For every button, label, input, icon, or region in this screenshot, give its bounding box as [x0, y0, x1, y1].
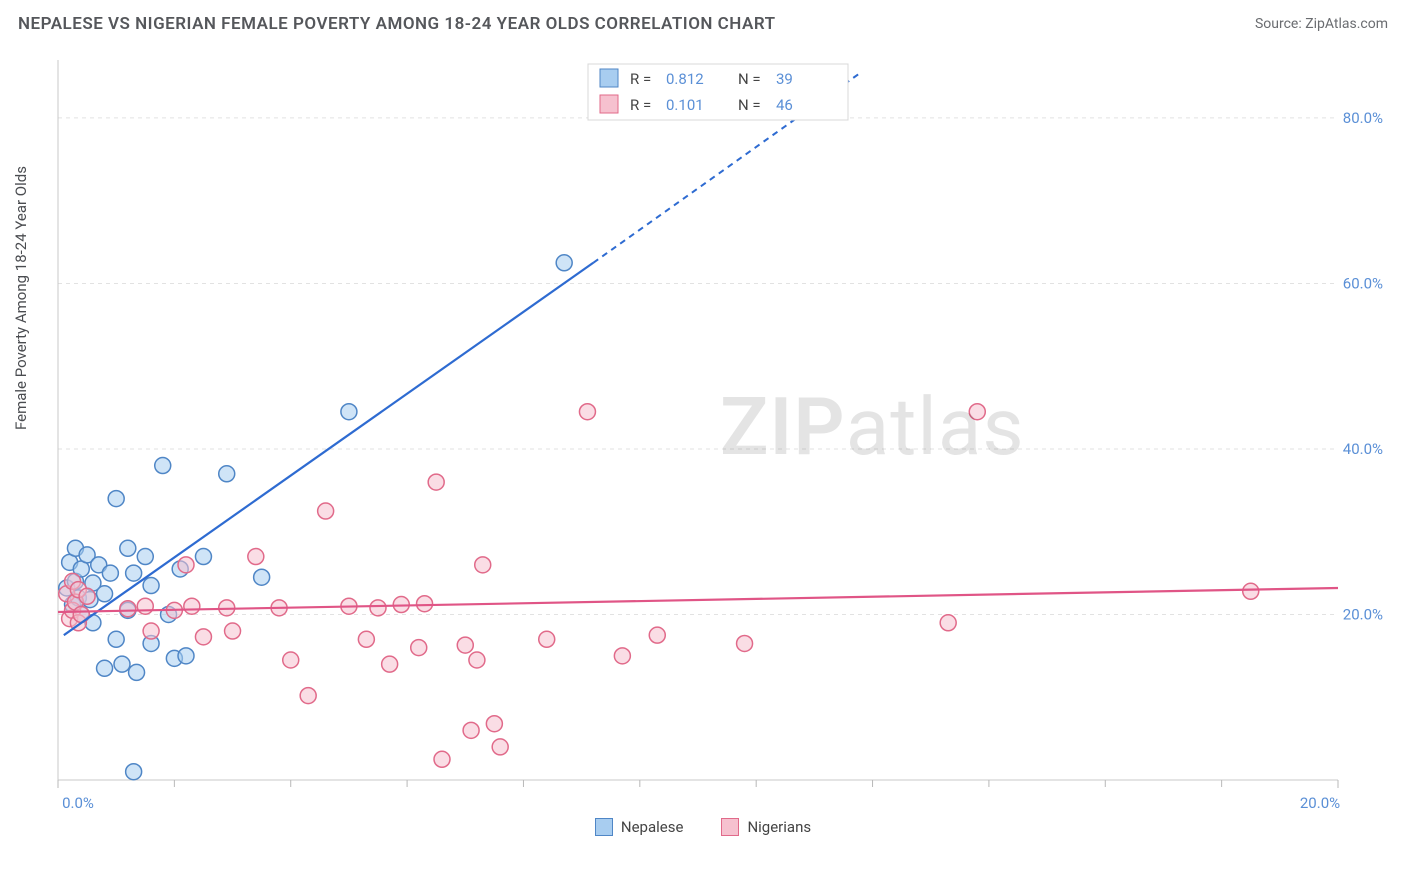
- data-point: [143, 578, 159, 594]
- data-point: [434, 751, 450, 767]
- data-point: [126, 565, 142, 581]
- data-point: [411, 640, 427, 656]
- svg-text:40.0%: 40.0%: [1343, 440, 1383, 458]
- data-point: [318, 503, 334, 519]
- data-point: [469, 652, 485, 668]
- data-point: [463, 722, 479, 738]
- svg-text:60.0%: 60.0%: [1343, 274, 1383, 292]
- scatter-chart-svg: 20.0% 40.0% 60.0% 80.0% 0.0% 20.0% R = 0.812 N =…: [48, 50, 1388, 810]
- data-point: [97, 660, 113, 676]
- chart-header: NEPALESE VS NIGERIAN FEMALE POVERTY AMON…: [0, 0, 1406, 40]
- data-point: [940, 615, 956, 631]
- data-point: [457, 637, 473, 653]
- data-point: [1243, 583, 1259, 599]
- data-point: [195, 549, 211, 565]
- data-point: [155, 458, 171, 474]
- data-point: [225, 623, 241, 639]
- trend-line: [58, 588, 1338, 612]
- data-point: [178, 557, 194, 573]
- data-point: [195, 629, 211, 645]
- data-point: [428, 474, 444, 490]
- data-point: [614, 648, 630, 664]
- stats-swatch: [600, 95, 618, 113]
- data-point: [79, 588, 95, 604]
- data-point: [300, 688, 316, 704]
- svg-text:N =: N =: [738, 70, 761, 88]
- stats-swatch: [600, 69, 618, 87]
- data-point: [137, 549, 153, 565]
- svg-text:0.812: 0.812: [666, 70, 704, 88]
- chart-title: NEPALESE VS NIGERIAN FEMALE POVERTY AMON…: [18, 14, 776, 34]
- legend-label: Nigerians: [747, 818, 811, 836]
- data-point: [969, 404, 985, 420]
- data-point: [486, 716, 502, 732]
- data-point: [283, 652, 299, 668]
- data-point: [358, 631, 374, 647]
- series-legend: Nepalese Nigerians: [0, 818, 1406, 836]
- stats-box: [588, 64, 848, 120]
- legend-swatch: [721, 818, 739, 836]
- data-point: [556, 255, 572, 271]
- data-point: [475, 557, 491, 573]
- chart-plot: 20.0% 40.0% 60.0% 80.0% 0.0% 20.0% R = 0.812 N =…: [48, 50, 1388, 810]
- data-point: [143, 623, 159, 639]
- chart-source: Source: ZipAtlas.com: [1255, 16, 1388, 32]
- data-point: [248, 549, 264, 565]
- svg-text:R =: R =: [630, 96, 651, 114]
- data-point: [129, 664, 145, 680]
- legend-item: Nepalese: [595, 818, 684, 836]
- data-point: [539, 631, 555, 647]
- legend-label: Nepalese: [621, 818, 684, 836]
- data-point: [178, 648, 194, 664]
- data-point: [649, 627, 665, 643]
- svg-text:0.0%: 0.0%: [62, 794, 94, 810]
- data-point: [102, 565, 118, 581]
- data-point: [254, 569, 270, 585]
- data-point: [737, 635, 753, 651]
- svg-text:46: 46: [776, 96, 793, 114]
- svg-text:R =: R =: [630, 70, 651, 88]
- data-point: [219, 466, 235, 482]
- svg-text:80.0%: 80.0%: [1343, 109, 1383, 127]
- data-point: [120, 540, 136, 556]
- data-point: [492, 739, 508, 755]
- legend-item: Nigerians: [721, 818, 811, 836]
- data-point: [579, 404, 595, 420]
- data-point: [137, 598, 153, 614]
- data-point: [120, 601, 136, 617]
- data-point: [417, 596, 433, 612]
- svg-text:0.101: 0.101: [666, 96, 704, 114]
- svg-text:39: 39: [776, 70, 793, 88]
- trend-line: [64, 263, 593, 635]
- data-point: [114, 656, 130, 672]
- svg-text:20.0%: 20.0%: [1343, 605, 1383, 623]
- data-point: [97, 586, 113, 602]
- svg-text:20.0%: 20.0%: [1300, 794, 1340, 810]
- data-point: [108, 491, 124, 507]
- legend-swatch: [595, 818, 613, 836]
- data-point: [382, 656, 398, 672]
- data-point: [184, 598, 200, 614]
- data-point: [370, 600, 386, 616]
- data-point: [126, 764, 142, 780]
- data-point: [108, 631, 124, 647]
- data-point: [341, 404, 357, 420]
- y-axis-label: Female Poverty Among 18-24 Year Olds: [12, 166, 30, 430]
- svg-text:N =: N =: [738, 96, 761, 114]
